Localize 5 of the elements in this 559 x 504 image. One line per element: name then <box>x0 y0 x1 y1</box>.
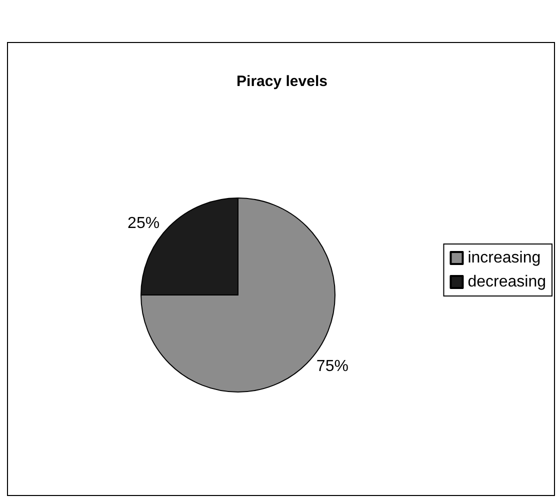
chart-title: Piracy levels <box>236 73 328 90</box>
data-label: 25% <box>128 215 160 232</box>
data-label: 75% <box>316 358 348 375</box>
legend-label: increasing <box>468 250 541 266</box>
legend-label: decreasing <box>468 274 546 290</box>
